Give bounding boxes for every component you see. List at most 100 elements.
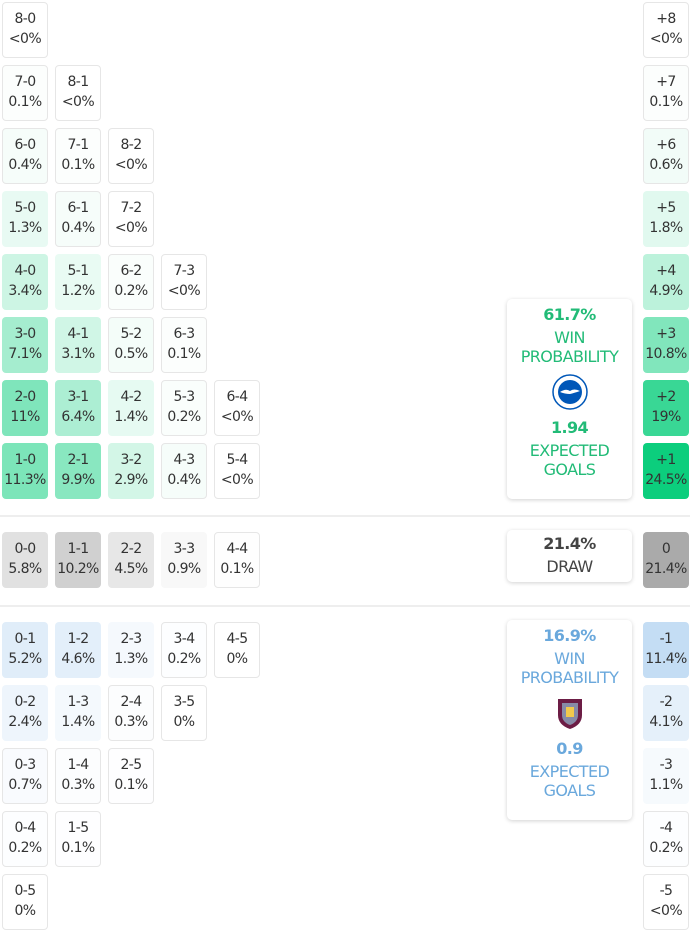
home-scoreline-cell: 8-0 <0% — [2, 2, 48, 58]
away-scoreline-cell: 0-1 5.2% — [2, 622, 48, 678]
score-label: 0-1 — [14, 631, 36, 647]
score-label: 3-2 — [120, 452, 142, 468]
probability-value: 9.9% — [61, 472, 95, 489]
probability-value: 0% — [173, 714, 195, 731]
home-xg-label-2: GOALS — [543, 460, 596, 479]
probability-value: 0.4% — [8, 157, 42, 174]
home-scoreline-cell: 5-2 0.5% — [108, 317, 154, 373]
probability-value: 1.8% — [649, 220, 683, 237]
probability-value: 24.5% — [645, 472, 687, 489]
home-scoreline-cell: 3-0 7.1% — [2, 317, 48, 373]
score-label: 3-4 — [173, 631, 195, 647]
probability-value: 0.1% — [649, 94, 683, 111]
away-summary-card: 16.9% WIN PROBABILITY 0.9 EXPECTED GOALS — [507, 620, 632, 820]
away-scoreline-cell: 1-2 4.6% — [55, 622, 101, 678]
score-label: 5-3 — [173, 389, 195, 405]
score-label: 7-1 — [67, 137, 89, 153]
probability-value: 7.1% — [8, 346, 42, 363]
score-label: 1-3 — [67, 694, 89, 710]
score-label: 2-5 — [120, 757, 142, 773]
away-scoreline-cell: 1-5 0.1% — [55, 811, 101, 867]
probability-value: 0.7% — [8, 777, 42, 794]
score-label: -1 — [659, 631, 673, 647]
score-label: 3-1 — [67, 389, 89, 405]
home-margin-cell: +8 <0% — [643, 2, 689, 58]
probability-value: 1.3% — [114, 651, 148, 668]
score-label: 1-4 — [67, 757, 89, 773]
probability-value: 6.4% — [61, 409, 95, 426]
probability-value: <0% — [220, 472, 254, 489]
probability-value: 0.1% — [167, 346, 201, 363]
score-label: 6-2 — [120, 263, 142, 279]
probability-value: 0.2% — [167, 651, 201, 668]
home-scoreline-cell: 6-1 0.4% — [55, 191, 101, 247]
probability-value: 4.9% — [649, 283, 683, 300]
home-scoreline-cell: 4-1 3.1% — [55, 317, 101, 373]
home-scoreline-cell: 5-0 1.3% — [2, 191, 48, 247]
score-label: 5-1 — [67, 263, 89, 279]
home-scoreline-cell: 5-3 0.2% — [161, 380, 207, 436]
home-margin-cell: +5 1.8% — [643, 191, 689, 247]
score-label: 8-0 — [14, 11, 36, 27]
probability-value: 0.2% — [8, 840, 42, 857]
score-label: 3-3 — [173, 541, 195, 557]
away-xg-label-2: GOALS — [543, 781, 596, 800]
score-label: +1 — [656, 452, 676, 468]
away-scoreline-cell: 0-3 0.7% — [2, 748, 48, 804]
away-margin-cell: -2 4.1% — [643, 685, 689, 741]
home-scoreline-cell: 8-2 <0% — [108, 128, 154, 184]
score-label: 2-1 — [67, 452, 89, 468]
probability-value: 0.2% — [167, 409, 201, 426]
score-label: 1-0 — [14, 452, 36, 468]
score-label: 0-5 — [14, 883, 36, 899]
probability-value: 11.4% — [645, 651, 687, 668]
probability-value: <0% — [114, 157, 148, 174]
brighton-crest-icon — [551, 374, 588, 410]
away-scoreline-cell: 0-4 0.2% — [2, 811, 48, 867]
score-label: 4-2 — [120, 389, 142, 405]
score-label: 2-2 — [120, 541, 142, 557]
burnley-crest-icon — [552, 695, 588, 731]
home-scoreline-cell: 6-0 0.4% — [2, 128, 48, 184]
score-label: +5 — [656, 200, 676, 216]
probability-value: 1.1% — [649, 777, 683, 794]
score-label: 4-5 — [226, 631, 248, 647]
home-win-label-2: PROBABILITY — [520, 347, 619, 366]
away-margin-cell: -5 <0% — [643, 874, 689, 930]
score-label: 6-4 — [226, 389, 248, 405]
home-scoreline-cell: 6-3 0.1% — [161, 317, 207, 373]
home-scoreline-cell: 6-4 <0% — [214, 380, 260, 436]
probability-value: 5.2% — [8, 651, 42, 668]
probability-value: <0% — [8, 31, 42, 48]
score-label: -4 — [659, 820, 673, 836]
probability-value: <0% — [61, 94, 95, 111]
probability-value: 1.4% — [114, 409, 148, 426]
score-label: +4 — [656, 263, 676, 279]
probability-value: 0.5% — [114, 346, 148, 363]
home-scoreline-cell: 2-0 11% — [2, 380, 48, 436]
away-margin-cell: -3 1.1% — [643, 748, 689, 804]
score-label: 6-0 — [14, 137, 36, 153]
draw-label: DRAW — [546, 557, 593, 576]
away-scoreline-cell: 0-5 0% — [2, 874, 48, 930]
probability-value: 0.1% — [220, 561, 254, 578]
score-label: +7 — [656, 74, 676, 90]
probability-value: <0% — [649, 31, 683, 48]
score-label: 1-2 — [67, 631, 89, 647]
score-label: -3 — [659, 757, 673, 773]
probability-value: 5.8% — [8, 561, 42, 578]
home-scoreline-cell: 6-2 0.2% — [108, 254, 154, 310]
probability-value: 0.2% — [649, 840, 683, 857]
probability-value: 11.3% — [4, 472, 46, 489]
away-xg-label: EXPECTED — [529, 762, 610, 781]
probability-value: 3.1% — [61, 346, 95, 363]
probability-value: 0.4% — [167, 472, 201, 489]
away-scoreline-cell: 2-5 0.1% — [108, 748, 154, 804]
score-label: 7-3 — [173, 263, 195, 279]
score-label: 6-1 — [67, 200, 89, 216]
away-scoreline-cell: 3-4 0.2% — [161, 622, 207, 678]
probability-value: 1.4% — [61, 714, 95, 731]
score-label: +8 — [656, 11, 676, 27]
score-label: +6 — [656, 137, 676, 153]
score-label: -2 — [659, 694, 673, 710]
